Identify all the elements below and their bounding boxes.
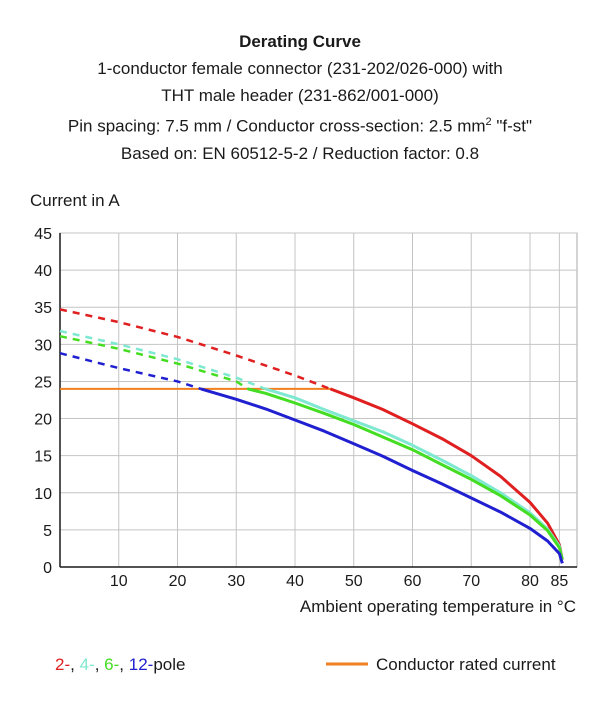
subtitle-line-2: THT male header (231-862/001-000): [161, 86, 439, 105]
chart-header: Derating Curve 1-conductor female connec…: [0, 28, 600, 167]
y-tick-label: 20: [34, 412, 52, 429]
subtitle-line-4: Based on: EN 60512-5-2 / Reduction facto…: [120, 143, 480, 163]
y-axis-label: Current in A: [30, 191, 120, 210]
y-tick-label: 30: [34, 337, 52, 354]
subtitle-line-3-suffix: "f-st": [491, 116, 533, 136]
y-tick-label: 45: [34, 226, 52, 243]
x-tick-label: 70: [462, 573, 480, 590]
pole-legend-part: ,: [95, 655, 104, 674]
y-tick-label: 15: [34, 449, 52, 466]
y-tick-label: 40: [34, 263, 52, 280]
y-tick-label: 25: [34, 374, 52, 391]
series-6-pole-dashed: [59, 334, 249, 390]
x-tick-label: 10: [110, 573, 128, 590]
subtitle-line-3-text: Pin spacing: 7.5 mm / Conductor cross-se…: [67, 116, 486, 136]
pole-legend: 2-, 4-, 6-, 12-pole: [55, 655, 185, 674]
pole-legend-part: ,: [70, 655, 79, 674]
series-4-pole-solid: [265, 387, 564, 560]
y-tick-label: 0: [43, 560, 52, 577]
x-tick-label: 80: [521, 573, 539, 590]
plot-area: [59, 308, 564, 564]
chart-grid: [59, 232, 578, 568]
x-tick-label: 40: [286, 573, 304, 590]
rated-current-legend-label: Conductor rated current: [376, 655, 556, 674]
x-axis-label: Ambient operating temperature in °C: [300, 597, 576, 616]
series-2-pole-dashed: [59, 308, 331, 391]
subtitle-line-1: 1-conductor female connector (231-202/02…: [97, 59, 503, 78]
axis-ticks: 10 20 30 40 50 60 70 80 85 0 5 10 15 20 25 30 35 40 45: [34, 226, 568, 590]
series-4-pole-dashed: [59, 329, 267, 391]
y-tick-label: 35: [34, 300, 52, 317]
pole-legend-part: 4-: [80, 655, 95, 674]
plot-frame: [59, 232, 578, 568]
x-tick-label: 60: [404, 573, 422, 590]
pole-legend-part: 6-: [104, 655, 119, 674]
pole-legend-part: 2-: [55, 655, 70, 674]
x-tick-label: 85: [550, 573, 568, 590]
chart-legend: 2-, 4-, 6-, 12-pole Conductor rated curr…: [55, 655, 556, 674]
series-12-pole-solid: [200, 387, 564, 564]
y-tick-label: 10: [34, 486, 52, 503]
series-6-pole-solid: [247, 387, 564, 560]
x-tick-label: 30: [227, 573, 245, 590]
pole-legend-part: 12-: [129, 655, 154, 674]
superscript-2: 2: [485, 116, 492, 128]
x-tick-label: 50: [345, 573, 363, 590]
chart-title: Derating Curve: [239, 32, 361, 51]
pole-legend-part: pole: [153, 655, 185, 674]
series-12-pole-dashed: [59, 351, 202, 391]
pole-legend-part: ,: [119, 655, 128, 674]
y-tick-label: 5: [43, 523, 52, 540]
series-2-pole-solid: [329, 387, 564, 560]
subtitle-line-3: Pin spacing: 7.5 mm / Conductor cross-se…: [0, 109, 600, 140]
x-tick-label: 20: [169, 573, 187, 590]
